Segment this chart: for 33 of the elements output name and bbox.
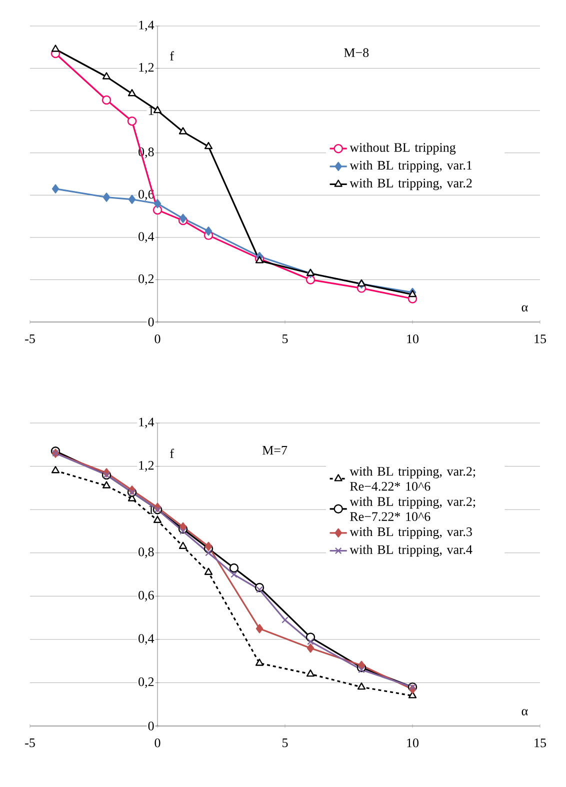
y-axis-title: f xyxy=(170,448,174,458)
x-tick-label: 15 xyxy=(534,334,546,344)
x-tick-label: 10 xyxy=(407,738,419,748)
y-tick-label: 0,2 xyxy=(138,677,154,688)
x-tick-label: -5 xyxy=(25,738,35,748)
y-tick-label: 0,2 xyxy=(138,274,154,286)
legend-label: with BL tripping, var.1 xyxy=(350,160,472,172)
y-tick-label: 1,2 xyxy=(139,62,154,74)
y-tick-label: 1,2 xyxy=(139,460,154,472)
y-tick-label: 1,4 xyxy=(139,20,154,32)
x-tick-label: 10 xyxy=(407,334,419,344)
x-tick-label: 5 xyxy=(282,738,288,748)
text: M−8 xyxy=(344,48,369,58)
text: M=7 xyxy=(262,446,288,455)
x-axis-title: α xyxy=(522,709,528,716)
x-tick-label: 15 xyxy=(534,738,546,748)
y-tick-label: 0,8 xyxy=(138,548,154,558)
y-axis-title: f xyxy=(170,51,174,60)
y-tick-label: 0 xyxy=(148,722,154,730)
y-tick-label: 1,4 xyxy=(139,418,154,428)
legend-label: with BL tripping, var.4 xyxy=(350,544,472,557)
x-axis-title: α xyxy=(522,305,528,312)
y-tick-label: 0,4 xyxy=(138,232,154,243)
x-tick-label: 0 xyxy=(154,738,160,748)
y-tick-label: 0,6 xyxy=(138,590,154,602)
legend-label: without BL tripping xyxy=(350,142,456,155)
x-tick-label: 5 xyxy=(282,334,288,344)
y-tick-label: 0,4 xyxy=(138,634,154,645)
legend-label: with BL tripping, var.3 xyxy=(350,527,472,539)
y-tick-label: 0 xyxy=(148,318,154,326)
legend-label: with BL tripping, var.2 xyxy=(350,178,472,190)
x-tick-label: -5 xyxy=(25,334,35,344)
x-tick-label: 0 xyxy=(154,334,160,344)
